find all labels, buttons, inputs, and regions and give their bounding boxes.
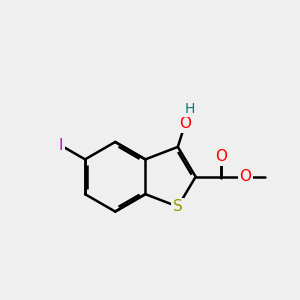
Text: O: O [179,116,191,131]
Text: S: S [173,199,183,214]
Text: O: O [239,169,251,184]
Text: H: H [185,102,195,116]
Text: O: O [215,149,227,164]
Text: I: I [58,138,63,153]
